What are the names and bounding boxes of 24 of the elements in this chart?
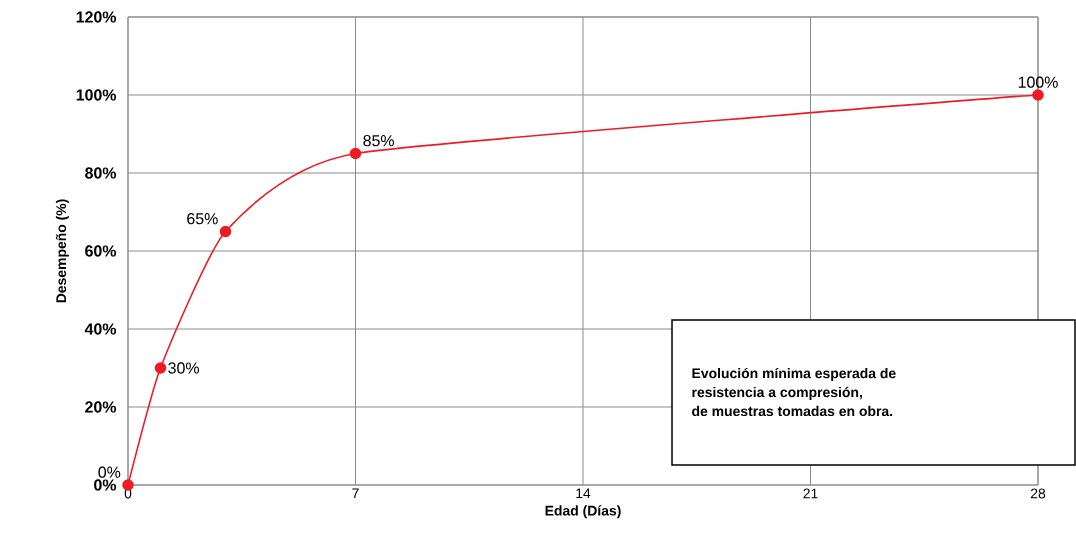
x-tick-label: 14 <box>576 488 591 499</box>
annotation: de muestras tomadas en obra. <box>692 405 893 417</box>
point <box>154 362 167 374</box>
data-label: 30% <box>168 362 200 374</box>
point <box>219 225 232 238</box>
y-tick-label: 80% <box>85 167 117 179</box>
y-tick-label: 20% <box>85 401 117 413</box>
y-tick-label: 120% <box>76 11 117 23</box>
y-tick-label: 40% <box>84 323 117 335</box>
y-tick-label: 60% <box>85 245 117 257</box>
y-axis-title: Desempeño (%) <box>55 199 69 303</box>
y-tick-label: 0% <box>94 479 117 491</box>
x-axis-title: Edad (Días) <box>545 505 621 519</box>
x-tick-label: 28 <box>1030 488 1046 499</box>
x-tick-label: 7 <box>352 488 359 499</box>
annotation: resistencia a compresión, <box>692 386 862 400</box>
annotation: Evolución mínima esperada de <box>692 367 896 382</box>
point <box>1032 89 1044 101</box>
x-tick-label: 21 <box>803 488 818 499</box>
data-label: 65% <box>187 213 218 225</box>
y-tick-label: 100% <box>76 89 117 101</box>
data-label: 85% <box>363 135 395 147</box>
data-label: 100% <box>1018 76 1058 88</box>
point <box>349 147 362 160</box>
